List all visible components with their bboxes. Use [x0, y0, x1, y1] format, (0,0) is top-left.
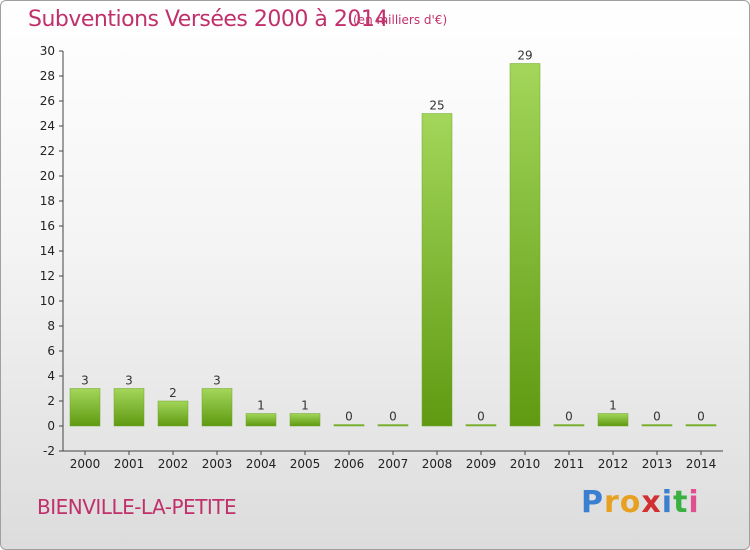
bar — [597, 413, 629, 427]
bar — [157, 400, 189, 427]
data-label: 0 — [477, 410, 485, 424]
x-tick-label: 2007 — [378, 457, 409, 471]
data-label: 3 — [125, 374, 133, 388]
x-tick-label: 2010 — [510, 457, 541, 471]
chart-labels: 3 3 2 3 1 1 0 0 25 0 29 0 1 0 0 — [81, 49, 705, 424]
y-tick-label: 8 — [47, 319, 55, 333]
y-tick-label: 28 — [40, 69, 55, 83]
y-tick-label: 18 — [40, 194, 55, 208]
data-label: 1 — [301, 399, 309, 413]
y-tick-label: -2 — [43, 444, 55, 458]
commune-name: BIENVILLE-LA-PETITE — [37, 495, 237, 519]
x-tick-label: 2006 — [334, 457, 365, 471]
data-label: 1 — [257, 399, 265, 413]
bar — [377, 424, 409, 427]
logo-letter: i — [688, 485, 700, 520]
logo-letter: t — [673, 485, 689, 520]
x-tick-label: 2004 — [246, 457, 277, 471]
y-tick-label: 6 — [47, 344, 55, 358]
x-tick-label: 2009 — [466, 457, 497, 471]
y-tick-label: 22 — [40, 144, 55, 158]
bar — [333, 424, 365, 427]
y-tick-label: 24 — [40, 119, 55, 133]
data-label: 0 — [653, 410, 661, 424]
data-label: 0 — [697, 410, 705, 424]
bar — [201, 388, 233, 427]
x-tick-label: 2003 — [202, 457, 233, 471]
data-label: 29 — [517, 49, 532, 63]
chart-unit-label: (en milliers d'€) — [353, 13, 448, 27]
data-label: 0 — [345, 410, 353, 424]
x-tick-label: 2011 — [554, 457, 585, 471]
chart-title: Subventions Versées 2000 à 2014 — [28, 7, 388, 32]
data-label: 25 — [429, 99, 444, 113]
x-tick-label: 2000 — [70, 457, 101, 471]
bar — [69, 388, 101, 427]
bar — [465, 424, 497, 427]
x-tick-label: 2012 — [598, 457, 629, 471]
y-tick-label: 0 — [47, 419, 55, 433]
bar — [289, 413, 321, 427]
logo-letter: o — [619, 485, 642, 520]
x-tick-label: 2008 — [422, 457, 453, 471]
y-tick-label: 12 — [40, 269, 55, 283]
bar — [685, 424, 717, 427]
y-tick-label: 14 — [40, 244, 55, 258]
logo-letter: r — [604, 485, 620, 520]
bar — [421, 113, 453, 427]
y-tick-label: 10 — [40, 294, 55, 308]
data-label: 2 — [169, 386, 177, 400]
bar — [113, 388, 145, 427]
x-tick-label: 2014 — [686, 457, 717, 471]
bar — [245, 413, 277, 427]
data-label: 3 — [81, 374, 89, 388]
bar — [641, 424, 673, 427]
y-tick-label: 16 — [40, 219, 55, 233]
logo-letter: P — [581, 485, 604, 520]
y-tick-label: 30 — [40, 44, 55, 58]
logo-letter: x — [641, 485, 662, 520]
data-label: 1 — [609, 399, 617, 413]
chart-bars — [69, 63, 717, 427]
data-label: 0 — [565, 410, 573, 424]
y-tick-label: 26 — [40, 94, 55, 108]
bar — [509, 63, 541, 427]
y-tick-label: 4 — [47, 369, 55, 383]
x-tick-label: 2005 — [290, 457, 321, 471]
x-tick-label: 2013 — [642, 457, 673, 471]
logo-letter: i — [661, 485, 674, 520]
bar — [553, 424, 585, 427]
proxiti-logo: Proxiti — [581, 485, 700, 520]
data-label: 3 — [213, 374, 221, 388]
x-tick-label: 2001 — [114, 457, 145, 471]
y-tick-label: 2 — [47, 394, 55, 408]
x-tick-label: 2002 — [158, 457, 189, 471]
data-label: 0 — [389, 410, 397, 424]
y-tick-label: 20 — [40, 169, 55, 183]
